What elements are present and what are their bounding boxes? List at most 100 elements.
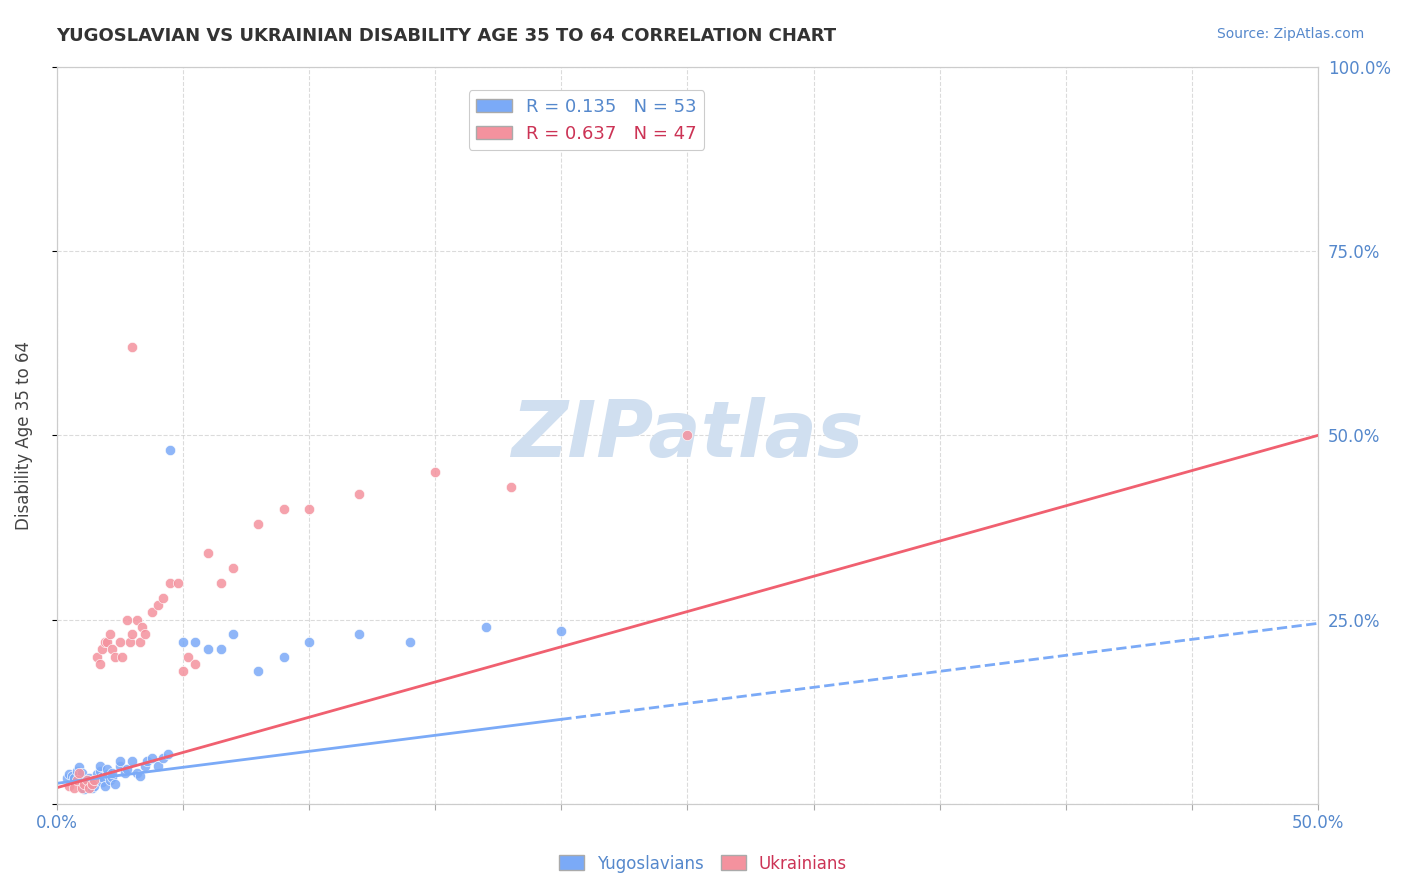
Text: YUGOSLAVIAN VS UKRAINIAN DISABILITY AGE 35 TO 64 CORRELATION CHART: YUGOSLAVIAN VS UKRAINIAN DISABILITY AGE … [56, 27, 837, 45]
Point [86, 649, 108, 664]
Point [111, 649, 134, 664]
Point [63, 771, 86, 785]
Point [550, 624, 572, 638]
Legend: Yugoslavians, Ukrainians: Yugoslavians, Ukrainians [553, 848, 853, 880]
Point [127, 613, 149, 627]
Point [58, 767, 80, 781]
Point [93, 634, 115, 648]
Point [70, 775, 93, 789]
Point [79, 775, 101, 789]
Point [134, 758, 156, 772]
Point [298, 502, 321, 516]
Point [117, 613, 139, 627]
Point [550, 133, 572, 147]
Point [298, 634, 321, 648]
Point [222, 561, 245, 575]
Point [136, 754, 159, 768]
Point [108, 758, 131, 772]
Point [80, 777, 103, 791]
Point [499, 480, 522, 494]
Point [141, 751, 163, 765]
Point [96, 762, 118, 776]
Point [101, 770, 124, 784]
Point [159, 443, 181, 458]
Point [184, 634, 207, 648]
Point [247, 516, 270, 531]
Point [127, 766, 149, 780]
Point [91, 770, 114, 784]
Point [86, 767, 108, 781]
Point [79, 771, 101, 785]
Point [80, 780, 103, 795]
Legend: R = 0.135   N = 53, R = 0.637   N = 47: R = 0.135 N = 53, R = 0.637 N = 47 [468, 90, 704, 150]
Point [101, 766, 124, 780]
Point [91, 642, 114, 657]
Text: ZIPatlas: ZIPatlas [512, 397, 863, 474]
Point [474, 620, 496, 634]
Point [117, 762, 139, 776]
Point [73, 777, 96, 791]
Point [131, 620, 153, 634]
Point [273, 502, 295, 516]
Point [108, 634, 131, 648]
Point [101, 642, 124, 657]
Point [66, 773, 89, 788]
Point [156, 747, 179, 761]
Point [166, 575, 188, 590]
Point [91, 775, 114, 789]
Point [70, 780, 93, 795]
Point [172, 665, 194, 679]
Point [104, 777, 127, 791]
Point [676, 428, 699, 442]
Point [128, 769, 150, 783]
Point [67, 760, 90, 774]
Point [98, 627, 121, 641]
Point [58, 779, 80, 793]
Point [349, 487, 371, 501]
Point [104, 649, 127, 664]
Point [55, 771, 77, 785]
Point [63, 780, 86, 795]
Point [118, 634, 141, 648]
Point [76, 779, 98, 793]
Point [146, 598, 169, 612]
Point [152, 591, 174, 605]
Point [73, 782, 96, 797]
Point [152, 751, 174, 765]
Point [76, 773, 98, 788]
Point [222, 627, 245, 641]
Point [83, 773, 105, 788]
Point [96, 634, 118, 648]
Point [83, 779, 105, 793]
Point [66, 764, 89, 778]
Point [79, 780, 101, 795]
Point [98, 773, 121, 788]
Point [159, 575, 181, 590]
Point [423, 465, 446, 479]
Point [349, 627, 371, 641]
Text: Source: ZipAtlas.com: Source: ZipAtlas.com [1216, 27, 1364, 41]
Point [197, 546, 219, 560]
Point [114, 766, 136, 780]
Point [121, 627, 143, 641]
Point [108, 754, 131, 768]
Point [60, 769, 83, 783]
Y-axis label: Disability Age 35 to 64: Disability Age 35 to 64 [15, 341, 32, 530]
Point [197, 642, 219, 657]
Point [141, 605, 163, 619]
Point [89, 657, 111, 671]
Point [89, 758, 111, 772]
Point [67, 766, 90, 780]
Point [273, 649, 295, 664]
Point [209, 575, 232, 590]
Point [89, 764, 111, 778]
Point [83, 773, 105, 788]
Point [121, 340, 143, 354]
Point [146, 758, 169, 772]
Point [121, 754, 143, 768]
Point [177, 649, 200, 664]
Point [134, 627, 156, 641]
Point [93, 779, 115, 793]
Point [209, 642, 232, 657]
Point [399, 634, 422, 648]
